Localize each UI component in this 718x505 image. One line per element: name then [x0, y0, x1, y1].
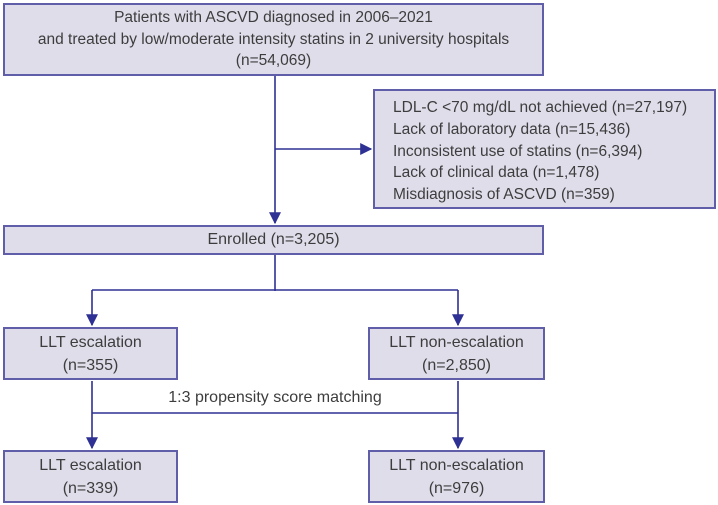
exclusion-box: LDL-C <70 mg/dL not achieved (n=27,197) … [373, 89, 716, 209]
exclusion-item: Inconsistent use of statins (n=6,394) [393, 142, 643, 160]
llt-escalation-count: (n=355) [62, 356, 119, 374]
llt-escalation-matched-count: (n=339) [62, 479, 119, 497]
propensity-matching-label: 1:3 propensity score matching [168, 389, 382, 406]
enrolled-box: Enrolled (n=3,205) [3, 225, 544, 255]
exclusion-item: LDL-C <70 mg/dL not achieved (n=27,197) [393, 99, 688, 116]
exclusion-item: Lack of laboratory data (n=15,436) [393, 120, 631, 138]
population-count: (n=54,069) [235, 52, 312, 70]
llt-escalation-matched-box: LLT escalation (n=339) [3, 450, 178, 503]
exclusion-item: Lack of clinical data (n=1,478) [393, 164, 600, 182]
llt-non-escalation-label: LLT non-escalation [389, 333, 524, 351]
llt-escalation-matched-label: LLT escalation [39, 456, 142, 474]
llt-escalation-label: LLT escalation [39, 333, 142, 351]
exclusion-item: Misdiagnosis of ASCVD (n=359) [393, 186, 615, 204]
llt-non-escalation-count: (n=2,850) [422, 356, 491, 374]
population-line-2: and treated by low/moderate intensity st… [37, 30, 510, 48]
population-line-1: Patients with ASCVD diagnosed in 2006–20… [114, 9, 433, 27]
llt-non-escalation-matched-count: (n=976) [428, 479, 485, 497]
llt-non-escalation-box: LLT non-escalation (n=2,850) [368, 327, 545, 380]
llt-non-escalation-matched-box: LLT non-escalation (n=976) [368, 450, 545, 503]
llt-escalation-box: LLT escalation (n=355) [3, 327, 178, 380]
population-box: Patients with ASCVD diagnosed in 2006–20… [3, 3, 544, 76]
llt-non-escalation-matched-label: LLT non-escalation [389, 456, 524, 474]
